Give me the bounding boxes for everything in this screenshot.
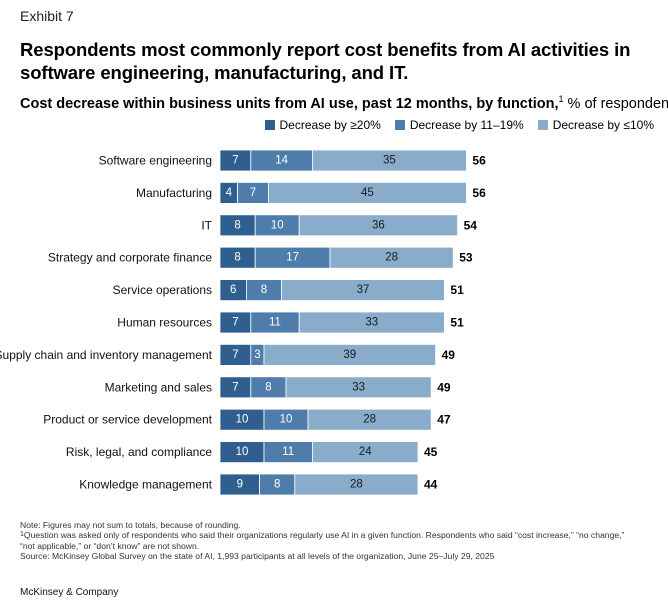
data-label: 39 [343, 349, 356, 361]
legend: Decrease by ≥20% Decrease by 11–19% Decr… [264, 118, 654, 132]
footnotes: Note: Figures may not sum to totals, bec… [20, 520, 660, 562]
data-label: 36 [372, 219, 385, 231]
data-label: 35 [383, 155, 396, 167]
bar-segment [294, 473, 419, 496]
legend-label-mid: Decrease by 11–19% [409, 118, 524, 132]
legend-label-high: Decrease by ≥20% [279, 118, 381, 132]
category-label: Service operations [113, 283, 212, 297]
data-label: 33 [352, 381, 365, 393]
footnote-1-text: Question was asked only of respondents w… [23, 530, 625, 541]
data-label: 28 [363, 414, 376, 426]
bar-segment [263, 343, 437, 366]
data-label: 11 [269, 317, 281, 329]
chart-subtitle: Cost decrease within business units from… [20, 94, 668, 112]
data-label: 28 [385, 252, 398, 264]
category-label: Marketing and sales [105, 380, 212, 394]
bar-segment [285, 376, 432, 399]
bar-segment [307, 408, 432, 431]
bar-segment [281, 279, 445, 302]
data-label: 7 [232, 155, 238, 167]
legend-item-low: Decrease by ≤10% [537, 118, 654, 132]
data-label: 3 [254, 349, 260, 361]
data-label: 6 [230, 284, 236, 296]
data-label: 33 [365, 317, 378, 329]
bar-segment [298, 214, 459, 237]
category-label: Strategy and corporate finance [48, 251, 212, 265]
footnote-1-mark: 1 [20, 531, 24, 539]
category-label: Human resources [117, 316, 212, 330]
data-label: 8 [265, 381, 271, 393]
data-label: 7 [232, 381, 238, 393]
category-label: Risk, legal, and compliance [66, 445, 212, 459]
data-label: 10 [236, 414, 249, 426]
legend-item-mid: Decrease by 11–19% [394, 118, 524, 132]
data-label: 8 [234, 219, 240, 231]
bar-segment [329, 246, 454, 269]
bar-segment [267, 182, 467, 204]
legend-item-high: Decrease by ≥20% [264, 118, 381, 132]
footnote-1-line-1: 1Question was asked only of respondents … [20, 530, 660, 540]
data-label: 11 [282, 446, 294, 458]
headline: Respondents most commonly report cost be… [20, 39, 631, 83]
total-label: 54 [464, 218, 478, 232]
total-label: 45 [424, 445, 438, 459]
data-label: 45 [361, 187, 374, 199]
footnote-note: Note: Figures may not sum to totals, bec… [20, 520, 241, 530]
data-label: 8 [261, 284, 267, 296]
exhibit-label: Exhibit 7 [20, 8, 74, 24]
category-label: Manufacturing [136, 186, 212, 200]
total-label: 47 [437, 413, 451, 427]
data-label: 10 [236, 446, 249, 458]
data-label: 28 [350, 479, 363, 491]
legend-swatch-high [264, 120, 275, 130]
category-label: IT [201, 218, 212, 232]
total-label: 44 [424, 478, 438, 492]
data-label: 7 [250, 187, 256, 199]
footnote-1-line-2: “not applicable,” or “don’t know” are no… [20, 540, 200, 551]
data-label: 24 [359, 446, 372, 458]
category-label: Knowledge management [79, 478, 212, 492]
data-label: 10 [271, 219, 284, 231]
data-label: 4 [226, 187, 233, 199]
data-label: 37 [357, 284, 370, 296]
bar-segment [311, 441, 419, 464]
brand-logo-text: McKinsey & Company [20, 587, 119, 598]
data-label: 8 [234, 252, 240, 264]
data-label: 17 [286, 252, 299, 264]
data-label: 10 [280, 414, 293, 426]
subtitle-bold: Cost decrease within business units from… [20, 96, 559, 112]
total-label: 56 [472, 186, 486, 200]
data-label: 7 [232, 349, 238, 361]
stacked-bar-chart: Software engineering 7 14 35 56 Manufacturing… [0, 149, 486, 496]
bar-segment [298, 311, 445, 334]
footnote-source: Source: McKinsey Global Survey on the st… [20, 551, 495, 562]
total-label: 51 [450, 283, 464, 297]
data-label: 8 [274, 479, 280, 491]
category-label: Supply chain and inventory management [0, 348, 213, 362]
total-label: 56 [472, 154, 486, 168]
bar-segment [311, 149, 467, 172]
data-label: 7 [232, 317, 238, 329]
total-label: 53 [459, 251, 473, 265]
total-label: 51 [450, 316, 464, 330]
subtitle-footnote-mark: 1 [558, 94, 564, 104]
legend-label-low: Decrease by ≤10% [552, 118, 654, 132]
data-label: 14 [275, 155, 288, 167]
category-label: Software engineering [99, 154, 212, 168]
subtitle-regular: % of respondents [567, 96, 668, 112]
data-label: 9 [237, 479, 243, 491]
legend-swatch-low [537, 120, 548, 130]
total-label: 49 [437, 380, 451, 394]
legend-swatch-mid [394, 120, 405, 130]
total-label: 49 [442, 348, 456, 362]
category-label: Product or service development [43, 413, 212, 427]
